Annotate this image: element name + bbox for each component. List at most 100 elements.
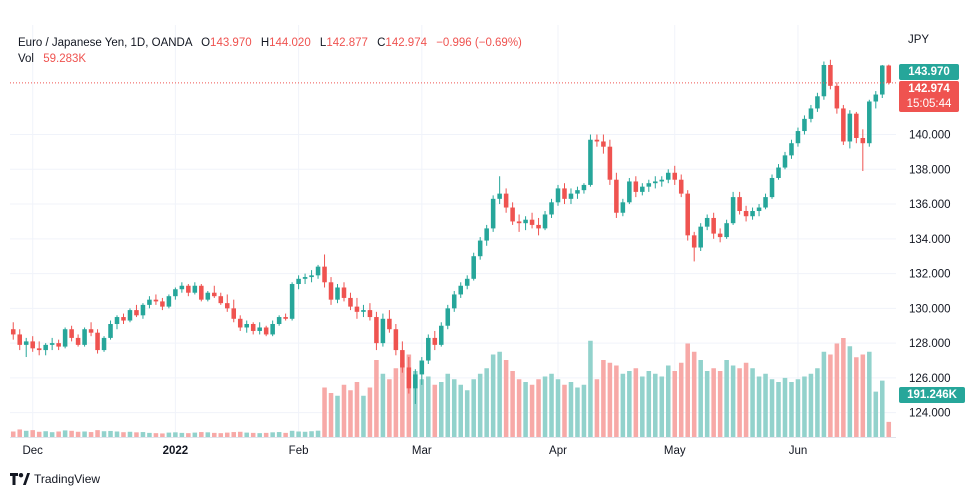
candle-body — [510, 207, 515, 222]
volume-bar — [536, 379, 541, 437]
candle-body — [795, 131, 801, 144]
candle-body — [296, 278, 301, 285]
volume-bar — [490, 354, 496, 437]
x-tick-label: Apr — [549, 445, 567, 457]
volume-bar — [121, 432, 126, 437]
last-price-tag: 142.974 — [899, 81, 959, 97]
candle-body — [367, 310, 373, 318]
y-tick-label: 126.000 — [909, 373, 951, 385]
candle-body — [328, 282, 334, 300]
volume-bar — [782, 377, 788, 437]
candle-body — [173, 289, 178, 297]
candle-layer — [10, 59, 892, 404]
volume-tag: 191.246K — [899, 387, 965, 403]
volume-bar — [199, 432, 204, 437]
volume-bar — [730, 365, 736, 437]
volume-bar — [750, 368, 755, 437]
candle-body — [776, 167, 781, 178]
volume-bar — [445, 373, 451, 437]
candle-body — [516, 221, 522, 224]
volume-bar — [854, 357, 859, 437]
candle-body — [432, 337, 438, 345]
candle-body — [523, 219, 528, 224]
volume-bar — [828, 354, 833, 437]
volume-bar — [101, 431, 107, 437]
candle-body — [698, 226, 703, 248]
y-tick-label: 140.000 — [909, 130, 951, 142]
candle-body — [841, 108, 846, 142]
y-tick-label: 128.000 — [909, 338, 951, 350]
volume-bar — [36, 431, 42, 437]
candle-body — [36, 348, 42, 351]
volume-bar — [257, 433, 262, 437]
candle-body — [30, 341, 35, 349]
volume-bar — [224, 432, 230, 437]
volume-bar — [400, 362, 405, 437]
candle-body — [594, 139, 600, 142]
volume-row: Vol 59.283K — [18, 51, 522, 67]
candle-body — [62, 329, 68, 347]
volume-bar — [601, 360, 606, 437]
volume-bar — [471, 379, 476, 437]
candle-body — [867, 101, 872, 144]
volume-bar — [231, 432, 237, 437]
currency-label[interactable]: JPY — [908, 34, 930, 46]
volume-bar — [867, 351, 872, 437]
footer-brand[interactable]: TradingView — [10, 472, 100, 486]
volume-bar — [477, 373, 483, 437]
volume-bar — [302, 431, 308, 437]
volume-bar — [114, 431, 120, 437]
candle-body — [10, 329, 16, 335]
volume-bar — [237, 431, 243, 437]
volume-bar — [62, 430, 68, 437]
volume-bar — [451, 379, 457, 437]
volume-bar — [672, 371, 678, 437]
candle-body — [95, 332, 100, 351]
volume-bar — [212, 432, 217, 437]
candle-body — [627, 181, 632, 203]
volume-bar — [737, 368, 742, 437]
candle-body — [192, 285, 198, 293]
candle-body — [400, 350, 405, 368]
low-value: 142.877 — [326, 37, 368, 49]
candle-body — [542, 214, 548, 229]
volume-bar — [439, 382, 444, 437]
close-value: 142.974 — [385, 37, 427, 49]
volume-bar — [581, 384, 587, 437]
volume-bar — [250, 432, 256, 437]
volume-bar — [432, 384, 438, 437]
candle-body — [536, 224, 541, 229]
volume-bar — [659, 376, 665, 437]
candle-body — [212, 292, 217, 297]
candle-body — [309, 275, 314, 278]
candle-body — [873, 94, 879, 102]
candle-body — [160, 301, 165, 307]
candle-body — [633, 181, 639, 192]
candle-body — [614, 179, 619, 213]
volume-bar — [847, 346, 853, 437]
tradingview-logo-icon — [10, 473, 30, 485]
symbol-label[interactable]: Euro / Japanese Yen, 1D, OANDA — [18, 37, 192, 49]
y-tick-label: 134.000 — [909, 234, 951, 246]
grid-layer — [10, 25, 896, 437]
candle-body — [445, 308, 451, 326]
candle-body — [653, 181, 658, 184]
volume-bar — [127, 431, 133, 437]
candle-body — [82, 329, 87, 345]
candle-body — [782, 155, 788, 168]
candle-body — [69, 329, 74, 338]
volume-label[interactable]: Vol — [18, 53, 34, 65]
candle-body — [387, 318, 392, 330]
candle-body — [374, 317, 379, 344]
close-label: C — [377, 37, 386, 49]
volume-bar — [834, 343, 840, 437]
candle-body — [756, 207, 762, 212]
volume-bar — [665, 365, 671, 437]
candle-body — [464, 278, 470, 286]
x-tick-label: 2022 — [163, 445, 189, 457]
candle-body — [393, 329, 399, 351]
volume-bar — [419, 379, 425, 437]
volume-bar — [743, 362, 749, 437]
